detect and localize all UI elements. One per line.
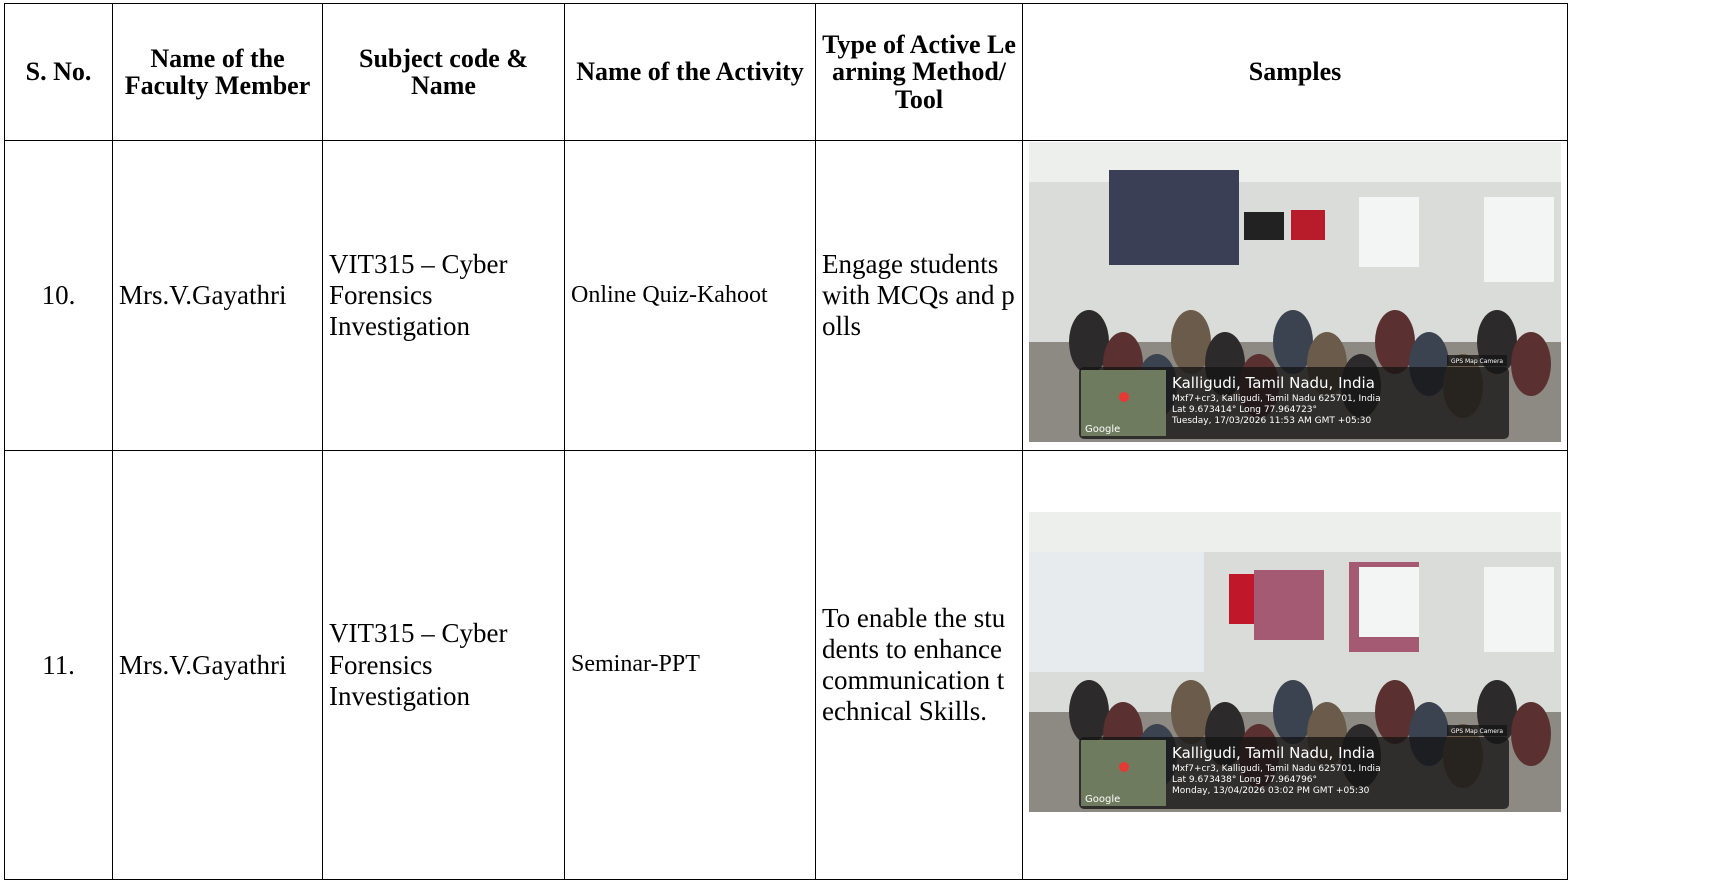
photo-timestamp: Tuesday, 17/03/2026 11:53 AM GMT +05:30 xyxy=(1171,416,1372,426)
photo-shape xyxy=(1244,212,1284,240)
person xyxy=(1273,679,1313,744)
header-cell: Samples xyxy=(1022,3,1568,141)
subject: VIT315 – Cyber Forensics Investigation xyxy=(322,139,565,452)
map-thumbnail xyxy=(1081,370,1166,436)
photo-shape xyxy=(1484,197,1554,282)
photo-address: Mxf7+cr3, Kalligudi, Tamil Nadu 625701, … xyxy=(1172,764,1381,774)
photo-place: Kalligudi, Tamil Nadu, India xyxy=(1172,744,1375,762)
person xyxy=(1273,310,1313,374)
header-cell: Subject code & Name xyxy=(322,3,565,141)
photo-logo: Google xyxy=(1085,794,1120,805)
table-row: 10. Mrs.V.Gayathri VIT315 – Cyber Forensic… xyxy=(4,139,1568,452)
photo-shape xyxy=(1229,573,1257,624)
photo-timestamp: Monday, 13/04/2026 03:02 PM GMT +05:30 xyxy=(1172,786,1370,796)
overlay-box xyxy=(1079,367,1509,439)
serial-number: 10. xyxy=(4,139,113,452)
photo-shape xyxy=(1029,142,1561,182)
projector-screen xyxy=(1029,551,1204,672)
person xyxy=(1375,310,1415,374)
header-cell: Name of the Activity xyxy=(564,3,816,141)
person xyxy=(1511,332,1551,396)
photo-logo: Google xyxy=(1085,424,1120,435)
faculty-name: Mrs.V.Gayathri xyxy=(112,450,323,880)
header-cell: Name of the Faculty Member xyxy=(112,3,323,141)
map-thumbnail xyxy=(1081,739,1166,806)
sample-cell: GPS Map Camera Google Kalligudi, Tamil Nad… xyxy=(1022,139,1568,452)
overlay-box xyxy=(1079,736,1509,809)
header-cell: S. No. xyxy=(4,3,113,141)
map-pin xyxy=(1119,761,1129,772)
photo-address: Mxf7+cr3, Kalligudi, Tamil Nadu 625701, … xyxy=(1172,394,1381,404)
table-body: 10. Mrs.V.Gayathri VIT315 – Cyber Forensic… xyxy=(4,139,1568,880)
photo-coords: Lat 9.673414° Long 77.964723° xyxy=(1172,405,1317,415)
photo-badge: GPS Map Camera xyxy=(1451,358,1503,365)
person xyxy=(1069,310,1109,374)
photo-shape xyxy=(1484,566,1554,652)
photo-shape xyxy=(1359,197,1419,267)
serial-number: 11. xyxy=(4,450,113,880)
table-row: 11. Mrs.V.Gayathri VIT315 – Cyber Forensic… xyxy=(4,450,1568,880)
person xyxy=(1171,679,1211,744)
projector-screen xyxy=(1109,170,1239,265)
activity: Seminar-PPT xyxy=(564,450,816,880)
person xyxy=(1375,679,1415,744)
header-row: S. No. Name of the Faculty Member Subject … xyxy=(4,3,1568,141)
map-pin xyxy=(1119,392,1129,402)
faculty-name: Mrs.V.Gayathri xyxy=(112,139,323,452)
activity: Online Quiz-Kahoot xyxy=(564,139,816,452)
method: Engage students with MCQs and polls xyxy=(815,139,1023,452)
activity-table: S. No. Name of the Faculty Member Subject … xyxy=(4,3,1568,880)
photo-badge: GPS Map Camera xyxy=(1451,728,1503,735)
sample-cell: GPS Map Camera Google Kalligudi, Tamil Nad… xyxy=(1022,450,1568,880)
method: To enable the students to enhance commun… xyxy=(815,450,1023,880)
person xyxy=(1171,310,1211,374)
subject: VIT315 – Cyber Forensics Investigation xyxy=(322,450,565,880)
person xyxy=(1511,701,1551,766)
person xyxy=(1069,679,1109,744)
photo-shape xyxy=(1254,569,1324,640)
photo-shape xyxy=(1359,566,1419,637)
photo-coords: Lat 9.673438° Long 77.964796° xyxy=(1172,775,1317,785)
badge-box xyxy=(1447,355,1507,366)
badge-box xyxy=(1447,724,1507,736)
photo-shape xyxy=(1291,210,1325,240)
photo-place: Kalligudi, Tamil Nadu, India xyxy=(1172,374,1375,392)
header-cell: Type of Active Learning Method/ Tool xyxy=(815,3,1023,141)
sample-photo: GPS Map Camera Google Kalligudi, Tamil Nad… xyxy=(1029,511,1561,812)
sample-photo: GPS Map Camera Google Kalligudi, Tamil Nad… xyxy=(1029,142,1561,442)
photo-shape xyxy=(1029,511,1561,552)
